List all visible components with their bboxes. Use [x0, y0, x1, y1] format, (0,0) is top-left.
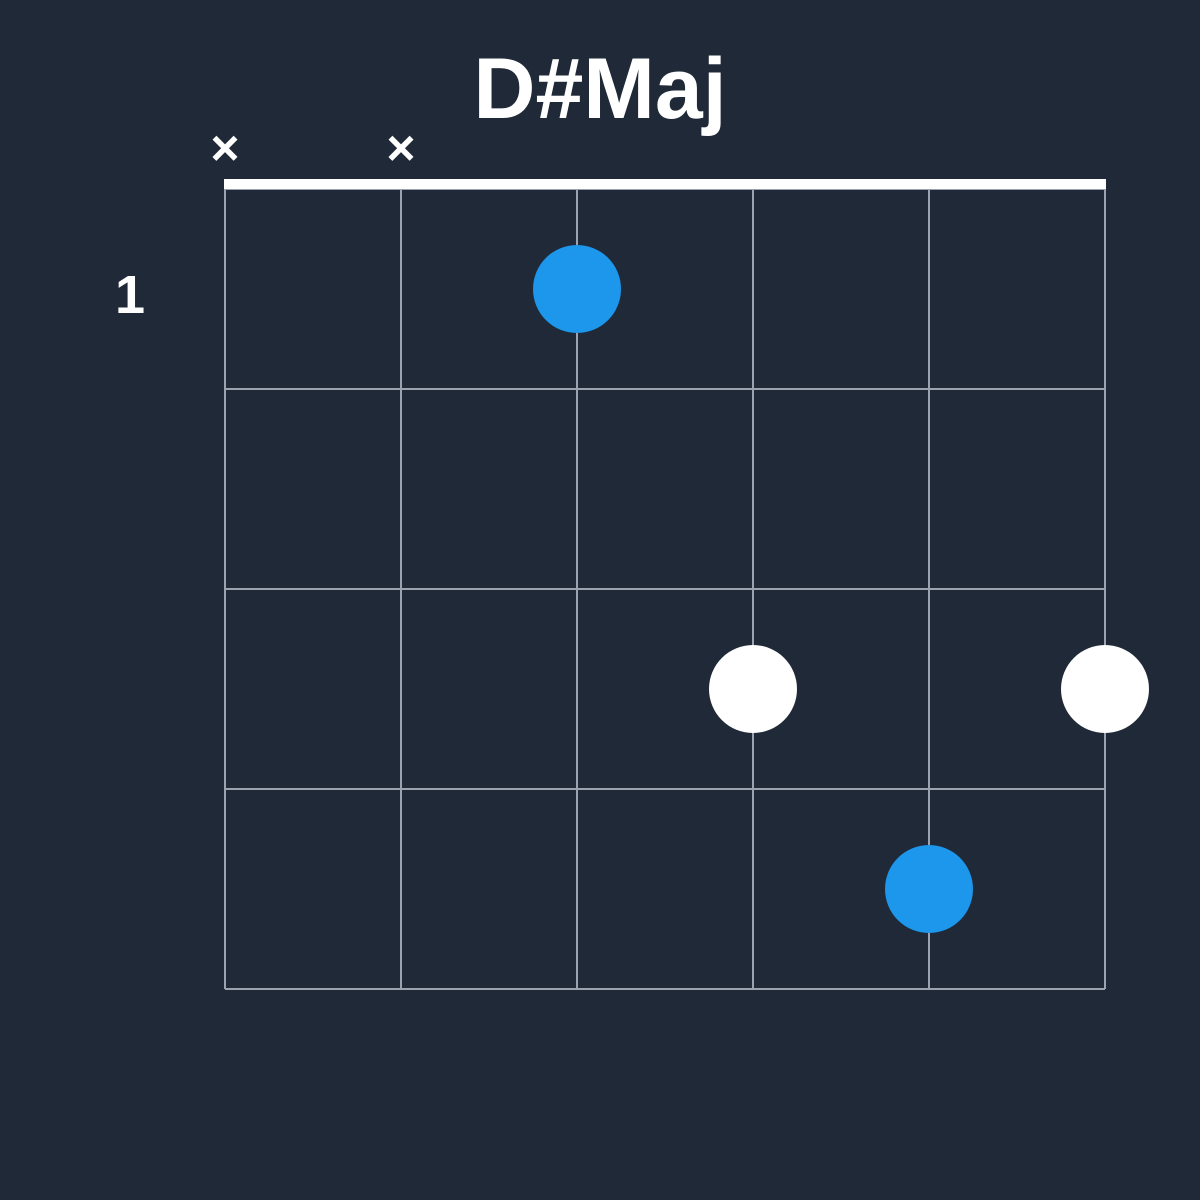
finger-dot	[1061, 645, 1149, 733]
fretboard-grid	[175, 179, 1155, 1039]
finger-dot	[709, 645, 797, 733]
string-marker-mute: ×	[386, 119, 415, 177]
finger-dot-root	[533, 245, 621, 333]
fret-number-label: 1	[115, 264, 145, 326]
nut	[224, 179, 1106, 189]
chord-diagram: 1 ××	[225, 189, 1155, 1039]
string-marker-mute: ×	[210, 119, 239, 177]
chord-title: D#Maj	[473, 40, 726, 139]
finger-dot-root	[885, 845, 973, 933]
